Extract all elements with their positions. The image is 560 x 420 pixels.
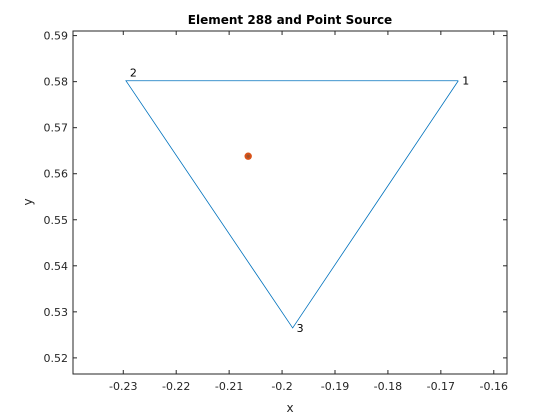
point-source-marker-center <box>246 154 250 158</box>
vertex-label-2: 2 <box>130 67 137 80</box>
triangle-element-outline <box>125 80 459 329</box>
vertex-label-3: 3 <box>297 322 304 335</box>
y-axis-ticks: 0.52 0.53 0.54 0.55 0.56 0.57 0.58 0.59 <box>44 30 507 365</box>
x-tick-label: -0.22 <box>162 380 190 393</box>
x-tick-label: -0.18 <box>374 380 402 393</box>
y-tick-label: 0.55 <box>44 214 69 227</box>
y-tick-label: 0.52 <box>44 352 69 365</box>
y-tick-label: 0.59 <box>44 30 69 43</box>
x-axis-label: x <box>286 401 293 415</box>
x-axis-ticks: -0.23 -0.22 -0.21 -0.2 -0.19 -0.18 -0.17 -0.16 <box>109 31 508 393</box>
plot-area <box>73 31 507 374</box>
y-tick-label: 0.56 <box>44 168 69 181</box>
x-tick-label: -0.16 <box>480 380 508 393</box>
x-tick-label: -0.19 <box>321 380 349 393</box>
y-axis-label: y <box>21 198 35 205</box>
data-marks: 1 2 3 <box>125 67 469 335</box>
x-tick-label: -0.2 <box>271 380 292 393</box>
x-tick-label: -0.23 <box>109 380 137 393</box>
y-tick-label: 0.58 <box>44 76 69 89</box>
vertex-label-1: 1 <box>462 75 469 88</box>
y-tick-label: 0.57 <box>44 122 69 135</box>
y-tick-label: 0.53 <box>44 306 69 319</box>
y-tick-label: 0.54 <box>44 260 69 273</box>
chart-title: Element 288 and Point Source <box>188 13 392 27</box>
x-tick-label: -0.17 <box>427 380 455 393</box>
x-tick-label: -0.21 <box>215 380 243 393</box>
axes-box <box>72 30 508 375</box>
